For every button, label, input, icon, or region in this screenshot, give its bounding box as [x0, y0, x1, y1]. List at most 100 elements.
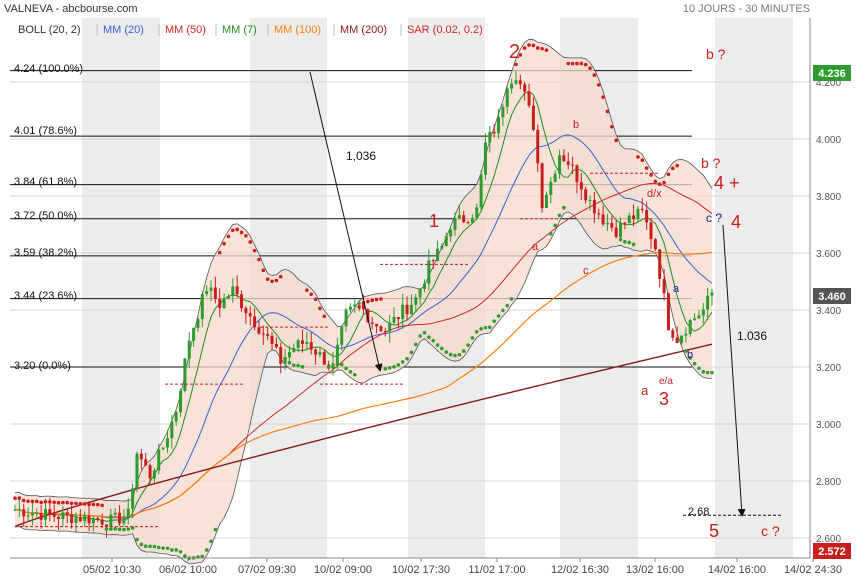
candle-body — [301, 340, 305, 344]
candle-body — [305, 342, 309, 344]
measure-arrow-left — [309, 71, 383, 372]
candle-body — [584, 189, 588, 201]
candle-body — [26, 515, 30, 517]
wave-label-c-right: c ? — [706, 211, 722, 225]
sar-dot — [104, 527, 109, 531]
y-tick-label: 4.200 — [816, 78, 841, 89]
candle-body — [13, 509, 17, 511]
wave-label-b-mid: b ? — [701, 155, 721, 171]
sar-dot — [557, 213, 562, 218]
fib-label-500: 3.72 (50.0%) — [14, 210, 77, 222]
sar-dot — [95, 502, 100, 507]
candle-body — [200, 293, 204, 319]
sar-dot — [470, 336, 475, 340]
last-price-value: 3.460 — [818, 291, 846, 303]
candle-body — [540, 163, 544, 209]
sar-dot — [670, 166, 675, 171]
wave-label-b-top: b ? — [706, 46, 726, 62]
sar-dot — [69, 501, 74, 506]
sar-dot — [566, 61, 571, 66]
sar-dot — [74, 501, 78, 506]
candle-body — [222, 298, 226, 309]
candle-body — [601, 214, 605, 225]
sar-dot — [43, 500, 48, 504]
sar-dot — [592, 73, 597, 77]
sar-dot — [623, 239, 627, 244]
legend-item: MM (100) — [274, 24, 321, 36]
axes: 2.600 2.800 3.000 3.200 3.400 3.600 3.800 4.000… — [10, 18, 842, 576]
sar-dot — [461, 349, 466, 353]
sar-dot — [21, 498, 26, 503]
candle-body — [322, 352, 326, 365]
candle-body — [523, 84, 527, 92]
wave-label-ea: e/a — [659, 376, 673, 387]
sar-dot — [61, 500, 65, 505]
sar-dot — [448, 352, 453, 357]
sar-dot — [405, 357, 409, 361]
sar-dot — [501, 308, 505, 313]
sar-dot — [139, 542, 144, 547]
candle-body — [179, 390, 183, 413]
candle-body — [588, 199, 592, 201]
candle-body — [126, 508, 130, 518]
candle-body — [479, 174, 483, 208]
sar-dot — [126, 527, 131, 531]
sar-dot — [440, 346, 444, 351]
sar-dot — [39, 500, 43, 505]
candle-body — [688, 319, 692, 334]
sar-dot — [679, 338, 684, 343]
wave-label-1: 1 — [429, 211, 439, 231]
sar-dot — [48, 500, 52, 504]
candle-body — [78, 517, 82, 522]
candle-body — [39, 512, 43, 520]
candle-body — [544, 194, 548, 209]
sar-dot — [518, 53, 523, 57]
indicator-legend: BOLL (20, 2) MM (20) MM (50) MM (7) MM (100)… — [18, 24, 483, 36]
candle-body — [627, 215, 631, 224]
candle-body — [706, 295, 710, 310]
legend-item: MM (200) — [340, 24, 387, 36]
sar-dot — [213, 527, 218, 532]
sar-dot — [444, 350, 449, 354]
sar-dot — [91, 502, 96, 507]
candle-body — [422, 283, 426, 289]
candle-body — [632, 215, 636, 220]
candle-body — [366, 309, 370, 323]
legend-item: MM (50) — [165, 24, 206, 36]
sar-dot — [305, 288, 309, 292]
candle-body — [675, 337, 679, 343]
sar-dot — [26, 499, 30, 504]
candle-body — [453, 218, 457, 230]
sar-dot — [492, 319, 496, 323]
candle-body — [440, 246, 444, 249]
sar-dot — [392, 365, 396, 369]
sar-dot — [540, 46, 544, 51]
sar-dot — [56, 500, 61, 505]
candle-body — [610, 222, 614, 228]
x-tick-label: 12/02 16:30 — [551, 564, 609, 576]
candle-body — [17, 509, 21, 511]
sar-dot — [148, 544, 152, 549]
y-tick-label: 3.000 — [816, 420, 841, 431]
candle-body — [553, 173, 557, 182]
candle-body — [144, 459, 148, 466]
candle-body — [436, 248, 440, 262]
sar-dot — [292, 363, 296, 367]
candle-body — [74, 517, 78, 524]
candle-body — [396, 317, 400, 320]
sar-dot — [366, 299, 370, 304]
sar-dot — [653, 179, 658, 184]
sar-dot — [339, 362, 344, 367]
sar-dot — [370, 298, 375, 303]
sar-dot — [209, 539, 213, 544]
x-tick-label: 11/02 17:00 — [468, 564, 525, 576]
candle-body — [457, 215, 461, 219]
sar-dot — [326, 365, 331, 369]
candle-body — [475, 207, 479, 219]
measure-label-right: 1.036 — [737, 329, 767, 343]
sar-dot — [535, 46, 540, 50]
sar-dot — [387, 365, 392, 370]
candle-body — [157, 449, 161, 471]
candle-body — [48, 509, 52, 514]
candle-body — [492, 131, 496, 134]
